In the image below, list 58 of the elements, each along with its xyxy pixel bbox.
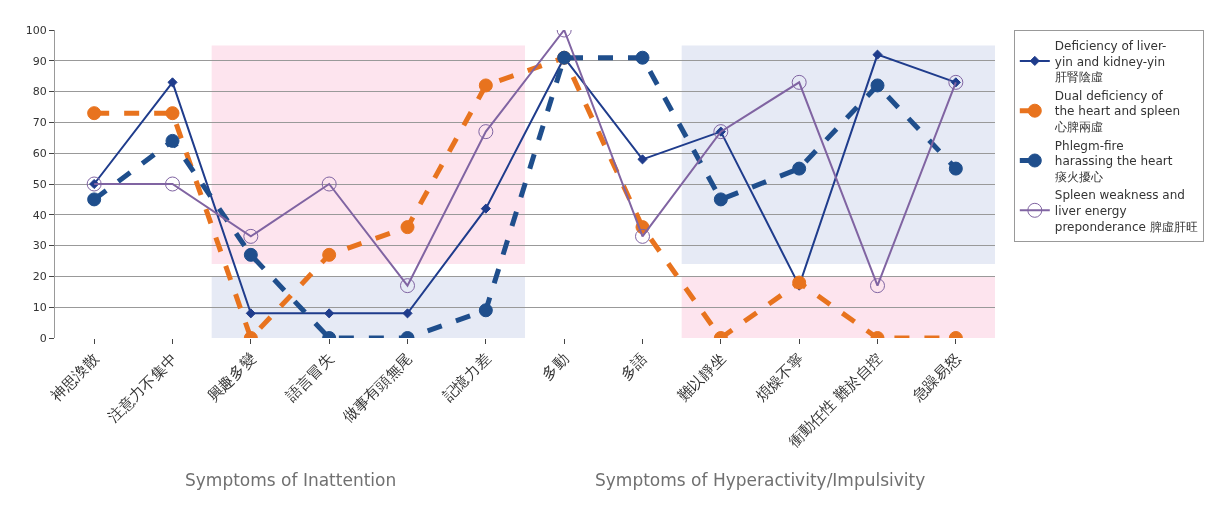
x-tick-label: 急躁易怒 xyxy=(908,349,964,406)
point xyxy=(792,275,807,290)
point xyxy=(243,247,258,262)
y-tick-label: 30 xyxy=(32,239,47,253)
point xyxy=(872,49,883,60)
legend-label: Dual deficiency of the heart and spleen 心脾兩虛 xyxy=(1053,88,1181,134)
point xyxy=(948,161,963,176)
x-tick-label: 興趣多變 xyxy=(203,349,259,406)
point xyxy=(400,220,415,235)
x-tick-label: 注意力不集中 xyxy=(104,349,181,427)
point xyxy=(478,124,494,140)
point xyxy=(322,247,337,262)
point xyxy=(637,154,648,165)
point xyxy=(165,106,180,121)
point xyxy=(635,50,650,65)
x-tick-label: 難以靜坐 xyxy=(673,349,729,406)
point xyxy=(791,74,807,90)
x-tick-label: 多動 xyxy=(538,349,573,384)
text: Symptoms of Inattention xyxy=(185,470,397,490)
text: Symptoms of Hyperactivity/Impulsivity xyxy=(595,470,926,490)
point xyxy=(400,278,415,294)
x-tick-label: 語言冒失 xyxy=(282,349,338,406)
point xyxy=(324,308,335,319)
y-tick-label: 10 xyxy=(32,301,47,315)
point xyxy=(402,308,413,319)
y-tick-label: 40 xyxy=(32,208,47,222)
point xyxy=(792,161,807,176)
point xyxy=(321,176,337,192)
y-tick-label: 70 xyxy=(32,116,47,130)
point xyxy=(165,176,180,192)
point xyxy=(713,192,728,207)
point xyxy=(480,203,491,214)
y-tick-label: 80 xyxy=(32,85,47,99)
point xyxy=(165,133,180,148)
point xyxy=(87,192,102,207)
point xyxy=(635,228,650,244)
x-tick-label: 記憶力差 xyxy=(438,349,494,406)
y-tick-label: 100 xyxy=(25,23,47,37)
x-tick-label: 煩燥不寧 xyxy=(752,349,808,406)
legend-label: Spleen weakness and liver energy preponderance 脾虛肝旺 xyxy=(1054,188,1198,234)
point xyxy=(870,78,885,93)
point xyxy=(243,228,259,244)
x-tick-label: 多語 xyxy=(616,349,651,384)
y-tick-label: 90 xyxy=(32,54,47,68)
point xyxy=(478,303,493,318)
point xyxy=(478,78,493,93)
y-tick-label: 0 xyxy=(39,331,47,345)
legend-label: Deficiency of liver-yin and kidney-yin 肝腎陰虛 xyxy=(1054,38,1167,85)
point xyxy=(167,77,178,88)
y-tick-label: 50 xyxy=(32,177,47,191)
y-tick-label: 20 xyxy=(32,270,47,284)
x-tick-label: 神思渙散 xyxy=(47,349,103,406)
x-tick-label: 做事有頭無尾 xyxy=(339,349,416,427)
point xyxy=(87,106,102,121)
legend-label: Phlegm-fire harassing the heart 痰火擾心 xyxy=(1054,138,1173,184)
point xyxy=(870,278,885,294)
y-tick-label: 60 xyxy=(32,147,47,161)
point xyxy=(245,308,256,319)
